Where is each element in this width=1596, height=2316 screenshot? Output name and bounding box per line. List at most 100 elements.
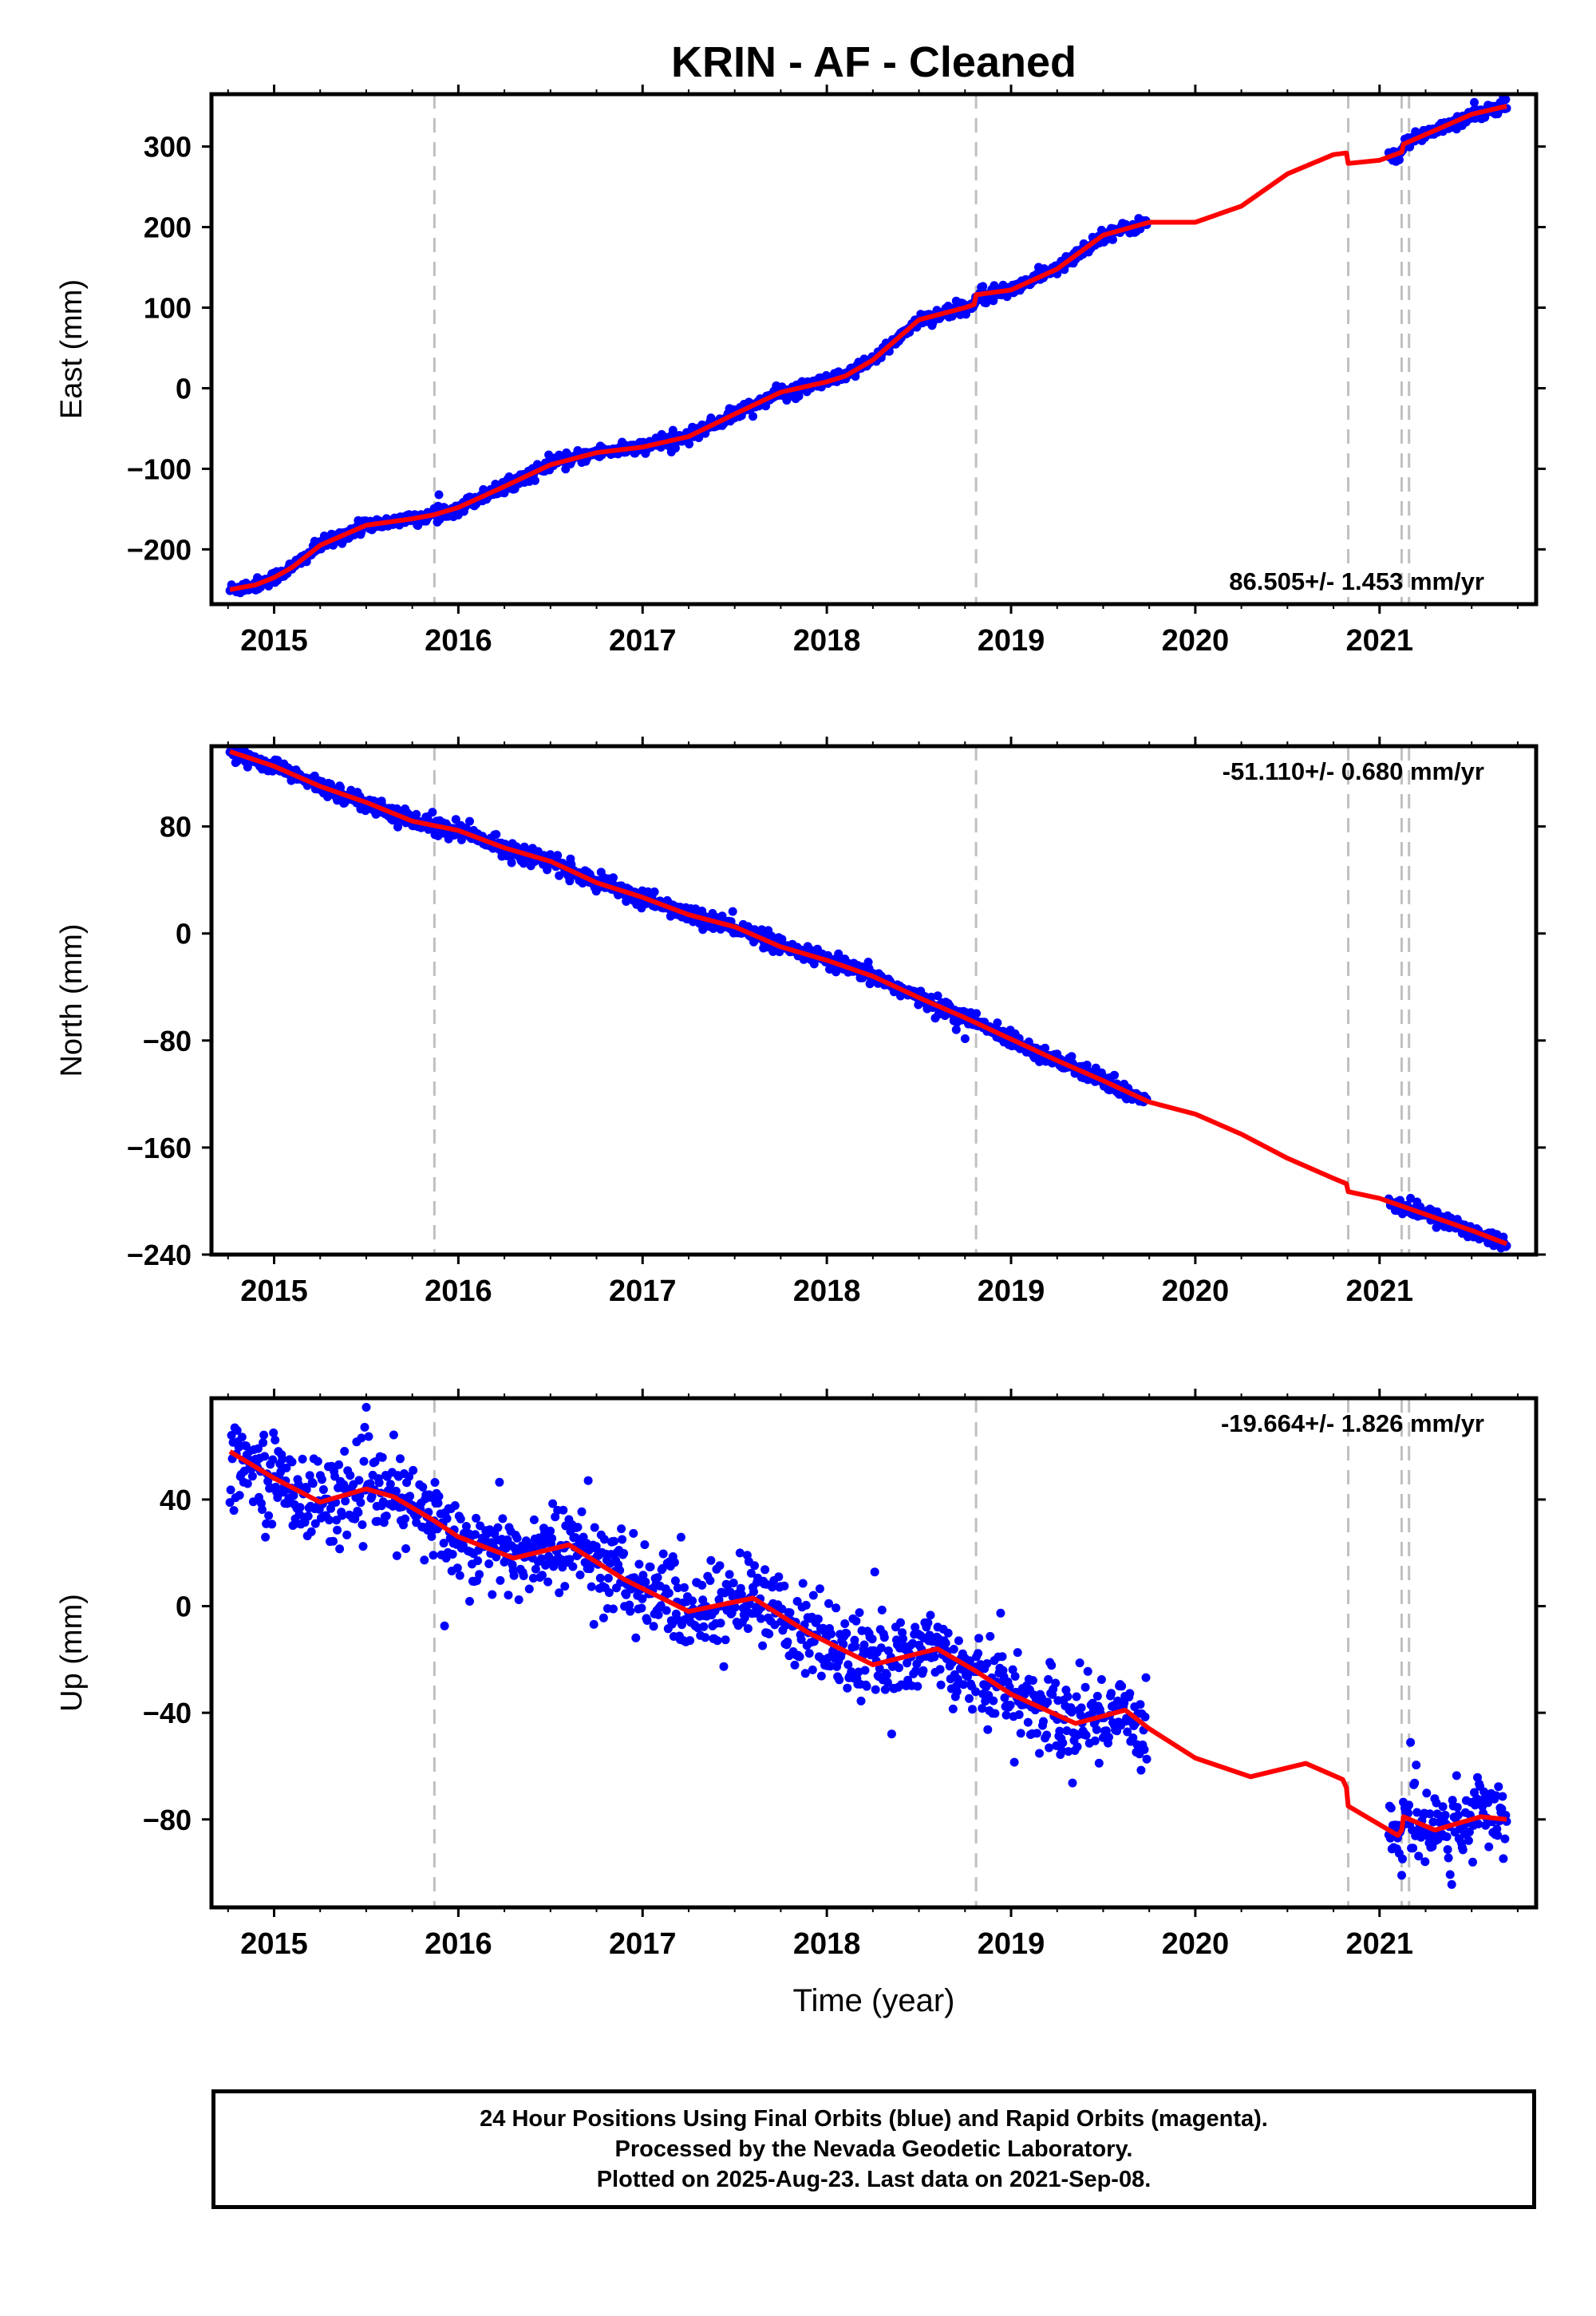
data-point — [899, 1634, 908, 1643]
data-point — [589, 1619, 598, 1629]
frame-east — [209, 92, 1539, 607]
data-point — [1061, 1686, 1071, 1695]
data-point — [993, 1018, 1002, 1028]
y-axis-label-up: Up (mm) — [55, 1594, 89, 1712]
data-point — [626, 1607, 635, 1616]
data-point — [273, 1493, 282, 1502]
data-point — [790, 1660, 800, 1670]
x-tick-label: 2020 — [1162, 1927, 1230, 1961]
data-point — [428, 808, 437, 817]
data-point — [826, 1662, 835, 1671]
data-point — [862, 1682, 871, 1691]
data-point — [824, 1599, 833, 1608]
data-point — [1404, 1800, 1414, 1810]
data-point — [1140, 1745, 1149, 1754]
data-point — [282, 1463, 291, 1472]
x-tick-label: 2016 — [425, 1275, 492, 1308]
x-tick-label: 2021 — [1345, 624, 1413, 658]
data-point — [429, 1551, 438, 1560]
data-point — [1092, 1725, 1101, 1734]
data-point — [1385, 1833, 1395, 1843]
y-tick-label: 300 — [144, 131, 192, 164]
data-point — [420, 1555, 429, 1565]
data-point — [926, 1611, 935, 1620]
data-point — [260, 1452, 270, 1461]
data-point — [1452, 1803, 1462, 1812]
data-point — [617, 1524, 626, 1534]
data-point — [1044, 1674, 1053, 1684]
data-point — [1481, 1820, 1491, 1830]
data-point — [882, 1670, 891, 1680]
x-tick-label: 2016 — [425, 624, 492, 658]
plot-area-east — [225, 94, 1511, 604]
data-point — [1412, 1761, 1421, 1770]
data-point — [338, 1511, 347, 1520]
data-point — [514, 1595, 523, 1604]
data-point — [719, 1662, 729, 1671]
data-point — [289, 1491, 298, 1500]
data-point — [1474, 1820, 1483, 1828]
model-line-east — [229, 104, 1507, 592]
data-point — [757, 1614, 766, 1623]
footer-box: 24 Hour Positions Using Final Orbits (bl… — [211, 2089, 1536, 2209]
data-point — [1108, 235, 1117, 244]
data-point — [780, 1581, 789, 1591]
data-point — [896, 1618, 905, 1627]
data-point — [730, 1603, 740, 1612]
data-point — [1041, 1043, 1050, 1053]
x-ticks-up: 2015 2016 2017 2018 2019 2020 2021 — [227, 1389, 1519, 1961]
data-point — [1001, 1710, 1011, 1720]
data-point — [565, 876, 575, 886]
data-point — [1458, 1845, 1468, 1855]
data-point — [808, 1591, 818, 1600]
data-point — [1398, 1854, 1407, 1863]
data-point — [855, 1608, 864, 1618]
data-point — [267, 1520, 277, 1529]
data-point — [401, 1514, 410, 1524]
data-point — [1120, 1698, 1129, 1708]
data-point — [472, 1513, 481, 1523]
data-point — [381, 1512, 391, 1520]
x-tick-label: 2020 — [1162, 624, 1230, 658]
x-tick-label: 2016 — [425, 1927, 492, 1961]
data-point — [547, 1534, 557, 1543]
data-point — [740, 1613, 749, 1622]
data-point — [358, 1520, 367, 1529]
data-point — [356, 1498, 365, 1508]
data-point — [760, 1565, 770, 1575]
data-point — [1110, 1070, 1119, 1080]
data-point — [391, 1486, 401, 1496]
x-tick-label: 2017 — [609, 1275, 677, 1308]
chart-title: KRIN - AF - Cleaned — [671, 38, 1077, 86]
data-point — [598, 1613, 608, 1622]
data-point — [358, 1542, 368, 1551]
data-point — [1063, 1692, 1073, 1701]
data-point — [471, 1530, 480, 1539]
data-point — [735, 1548, 745, 1558]
data-point — [269, 1428, 279, 1437]
data-point — [591, 1542, 601, 1551]
data-point — [530, 476, 539, 485]
data-point — [303, 1512, 313, 1521]
data-point — [512, 1533, 522, 1543]
panel-up: 2015 2016 2017 2018 2019 2020 2021 −80 −40 0 40 Up … — [55, 1389, 1546, 2018]
x-tick-label: 2018 — [793, 1927, 861, 1961]
data-point — [870, 1567, 879, 1577]
data-point — [1051, 1678, 1061, 1688]
data-point — [966, 1656, 974, 1666]
data-point — [439, 1539, 448, 1548]
data-point — [1420, 1857, 1430, 1867]
data-point — [1438, 1802, 1448, 1812]
data-point — [488, 1590, 497, 1599]
data-point — [631, 1633, 641, 1642]
data-point — [1492, 1824, 1502, 1834]
y-tick-label: −80 — [143, 1025, 192, 1057]
data-point — [493, 1523, 503, 1532]
data-point — [960, 1034, 970, 1043]
data-point — [851, 1616, 861, 1626]
data-point — [433, 1499, 443, 1508]
data-point — [587, 1582, 596, 1591]
data-point — [750, 1561, 759, 1571]
data-point — [658, 1549, 668, 1559]
data-point — [785, 1608, 795, 1618]
